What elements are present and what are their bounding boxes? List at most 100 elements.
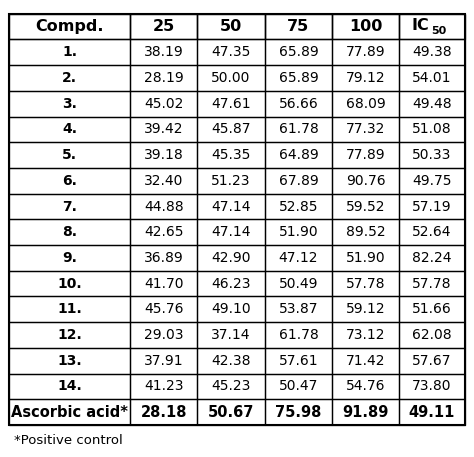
Bar <box>400 65 465 91</box>
Bar <box>9 142 130 168</box>
Text: 77.32: 77.32 <box>346 122 385 136</box>
Bar <box>332 168 400 194</box>
Text: 39.42: 39.42 <box>144 122 183 136</box>
Text: 45.02: 45.02 <box>144 97 183 111</box>
Bar <box>9 399 130 425</box>
Text: 90.76: 90.76 <box>346 174 385 188</box>
Text: 6.: 6. <box>63 174 77 188</box>
Bar <box>130 322 197 348</box>
Text: 59.52: 59.52 <box>346 200 385 213</box>
Bar <box>197 219 265 245</box>
Bar <box>332 65 400 91</box>
Bar <box>130 399 197 425</box>
Text: 46.23: 46.23 <box>211 276 251 291</box>
Text: 50: 50 <box>220 19 242 34</box>
Text: 49.48: 49.48 <box>412 97 452 111</box>
Bar <box>9 348 130 374</box>
Text: 91.89: 91.89 <box>343 404 389 420</box>
Text: 89.52: 89.52 <box>346 225 385 239</box>
Bar <box>400 271 465 297</box>
Bar <box>130 117 197 142</box>
Text: 51.90: 51.90 <box>279 225 318 239</box>
Bar <box>265 39 332 65</box>
Bar <box>197 142 265 168</box>
Text: 51.08: 51.08 <box>412 122 452 136</box>
Text: 14.: 14. <box>57 379 82 393</box>
Text: 61.78: 61.78 <box>279 328 319 342</box>
Bar <box>9 322 130 348</box>
Text: 54.76: 54.76 <box>346 379 385 393</box>
Bar <box>9 245 130 271</box>
Bar <box>332 219 400 245</box>
Text: 32.40: 32.40 <box>144 174 183 188</box>
Text: 47.14: 47.14 <box>211 200 251 213</box>
Bar <box>400 91 465 117</box>
Text: 59.12: 59.12 <box>346 303 385 316</box>
Text: 2.: 2. <box>62 71 77 85</box>
Text: 47.12: 47.12 <box>279 251 318 265</box>
Bar <box>265 117 332 142</box>
Bar <box>265 168 332 194</box>
Bar <box>265 348 332 374</box>
Text: 56.66: 56.66 <box>279 97 319 111</box>
Text: 45.23: 45.23 <box>211 379 251 393</box>
Text: 50.00: 50.00 <box>211 71 251 85</box>
Text: 62.08: 62.08 <box>412 328 452 342</box>
Text: 79.12: 79.12 <box>346 71 385 85</box>
Text: 51.23: 51.23 <box>211 174 251 188</box>
Text: 49.75: 49.75 <box>412 174 452 188</box>
Text: 57.19: 57.19 <box>412 200 452 213</box>
Text: 50.47: 50.47 <box>279 379 318 393</box>
Bar <box>197 65 265 91</box>
Text: 39.18: 39.18 <box>144 148 183 162</box>
Bar <box>400 322 465 348</box>
Bar <box>400 399 465 425</box>
Bar <box>332 245 400 271</box>
Bar <box>197 14 265 39</box>
Text: 42.38: 42.38 <box>211 354 251 368</box>
Bar <box>197 194 265 219</box>
Text: 52.85: 52.85 <box>279 200 318 213</box>
Text: 57.67: 57.67 <box>412 354 452 368</box>
Bar <box>9 65 130 91</box>
Text: 51.66: 51.66 <box>412 303 452 316</box>
Bar <box>332 297 400 322</box>
Text: 42.65: 42.65 <box>144 225 183 239</box>
Bar <box>9 117 130 142</box>
Text: 50: 50 <box>431 26 447 36</box>
Bar <box>130 65 197 91</box>
Bar <box>197 245 265 271</box>
Text: 47.61: 47.61 <box>211 97 251 111</box>
Bar <box>197 271 265 297</box>
Bar <box>332 39 400 65</box>
Bar <box>332 399 400 425</box>
Bar <box>265 373 332 399</box>
Text: 57.78: 57.78 <box>346 276 385 291</box>
Text: 45.87: 45.87 <box>211 122 251 136</box>
Text: 7.: 7. <box>63 200 77 213</box>
Text: 8.: 8. <box>62 225 77 239</box>
Bar <box>332 194 400 219</box>
Text: 68.09: 68.09 <box>346 97 386 111</box>
Bar <box>265 399 332 425</box>
Bar <box>265 245 332 271</box>
Text: 73.12: 73.12 <box>346 328 385 342</box>
Text: 37.14: 37.14 <box>211 328 251 342</box>
Text: 1.: 1. <box>62 45 77 59</box>
Bar <box>265 65 332 91</box>
Text: 77.89: 77.89 <box>346 148 385 162</box>
Bar <box>400 348 465 374</box>
Bar <box>130 348 197 374</box>
Text: 11.: 11. <box>57 303 82 316</box>
Text: 47.35: 47.35 <box>211 45 251 59</box>
Bar <box>265 322 332 348</box>
Text: 57.78: 57.78 <box>412 276 452 291</box>
Bar <box>332 348 400 374</box>
Bar <box>332 322 400 348</box>
Text: 57.61: 57.61 <box>279 354 318 368</box>
Bar <box>332 91 400 117</box>
Bar <box>130 168 197 194</box>
Bar <box>130 245 197 271</box>
Bar <box>130 194 197 219</box>
Bar <box>400 373 465 399</box>
